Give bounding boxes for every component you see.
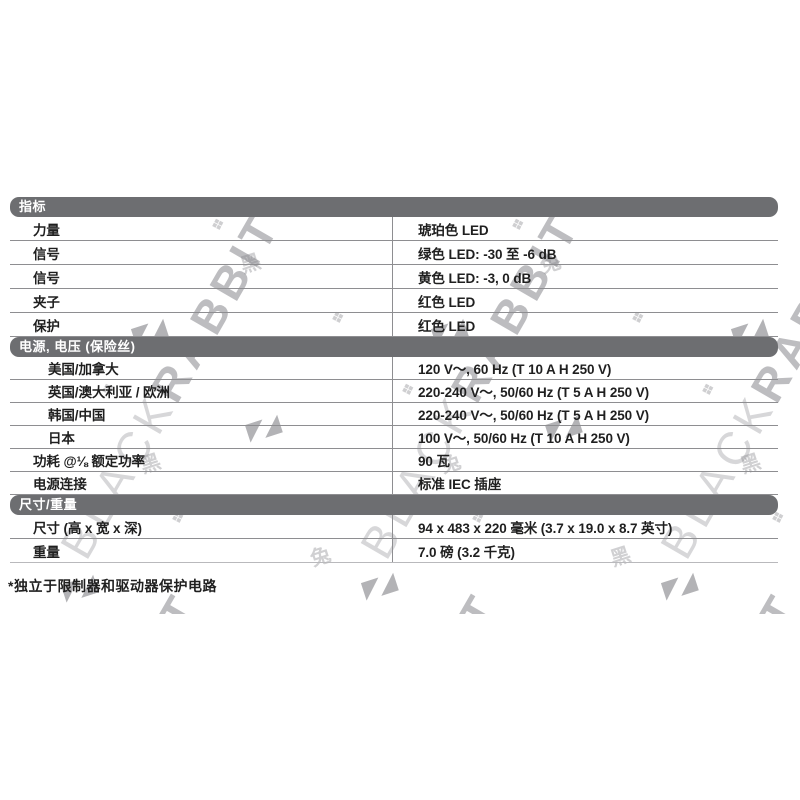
row-value: 220-240 V〜, 50/60 Hz (T 5 A H 250 V) — [392, 403, 778, 425]
row-value: 90 瓦 — [392, 449, 778, 471]
row-value: 120 V〜, 60 Hz (T 10 A H 250 V) — [392, 357, 778, 379]
watermark-logo-icon: ◤◢ — [659, 568, 697, 604]
row-label: 功耗 @⅛ 额定功率 — [33, 454, 145, 469]
row-label: 韩国/中国 — [48, 408, 106, 423]
row-label: 夹子 — [33, 294, 60, 310]
watermark-logo-icon: ◤◢ — [359, 568, 397, 604]
section-header: 指标 — [10, 197, 778, 217]
table-section: 指标 力量 琥珀色 LED 信号 绿色 LED: -30 至 -6 dB 信号 黄色 LED… — [10, 197, 778, 337]
table-row: 英国/澳大利亚 / 欧洲 220-240 V〜, 50/60 Hz (T 5 A … — [10, 380, 778, 403]
row-label: 信号 — [33, 270, 60, 286]
row-label: 保护 — [33, 318, 60, 334]
table-row: 功耗 @⅛ 额定功率 90 瓦 — [10, 449, 778, 472]
row-label: 电源连接 — [33, 477, 87, 492]
spec-table: 指标 力量 琥珀色 LED 信号 绿色 LED: -30 至 -6 dB 信号 黄色 LED… — [10, 197, 778, 563]
table-section: 电源, 电压 (保险丝) 美国/加拿大 120 V〜, 60 Hz (T 10 A … — [10, 337, 778, 495]
row-label: 力量 — [33, 222, 60, 238]
row-value: 红色 LED — [392, 313, 778, 336]
table-row: 日本 100 V〜, 50/60 Hz (T 10 A H 250 V) — [10, 426, 778, 449]
watermark-text: BLACKRABBIT — [569, 582, 800, 614]
table-row: 信号 黄色 LED: -3, 0 dB — [10, 265, 778, 289]
row-value: 黄色 LED: -3, 0 dB — [392, 265, 778, 288]
table-row: 韩国/中国 220-240 V〜, 50/60 Hz (T 5 A H 250 V… — [10, 403, 778, 426]
row-label: 重量 — [33, 544, 60, 560]
section-header: 尺寸/重量 — [10, 495, 778, 515]
table-section: 尺寸/重量尺寸 (高 x 宽 x 深) 94 x 483 x 220 毫米 (3.… — [10, 495, 778, 563]
table-row: 夹子 红色 LED — [10, 289, 778, 313]
row-label: 信号 — [33, 246, 60, 262]
footnote: *独立于限制器和驱动器保护电路 — [8, 578, 217, 594]
row-value: 绿色 LED: -30 至 -6 dB — [392, 241, 778, 264]
table-row: 保护 红色 LED — [10, 313, 778, 337]
row-label: 日本 — [48, 431, 75, 446]
row-value: 7.0 磅 (3.2 千克) — [392, 539, 778, 562]
row-value: 琥珀色 LED — [392, 217, 778, 240]
row-value: 220-240 V〜, 50/60 Hz (T 5 A H 250 V) — [392, 380, 778, 402]
table-row: 尺寸 (高 x 宽 x 深) 94 x 483 x 220 毫米 (3.7 x 1… — [10, 515, 778, 539]
table-row: 重量 7.0 磅 (3.2 千克) — [10, 539, 778, 563]
table-row: 美国/加拿大 120 V〜, 60 Hz (T 10 A H 250 V) — [10, 357, 778, 380]
row-value: 红色 LED — [392, 289, 778, 312]
row-value: 100 V〜, 50/60 Hz (T 10 A H 250 V) — [392, 426, 778, 448]
table-row: 力量 琥珀色 LED — [10, 217, 778, 241]
row-label: 美国/加拿大 — [48, 362, 119, 377]
row-value: 94 x 483 x 220 毫米 (3.7 x 19.0 x 8.7 英寸) — [392, 515, 778, 538]
row-value: 标准 IEC 插座 — [392, 472, 778, 494]
watermark-text: BLACKRABBIT — [269, 582, 511, 614]
table-row: 信号 绿色 LED: -30 至 -6 dB — [10, 241, 778, 265]
section-header: 电源, 电压 (保险丝) — [10, 337, 778, 357]
table-row: 电源连接 标准 IEC 插座 — [10, 472, 778, 495]
row-label: 英国/澳大利亚 / 欧洲 — [48, 385, 170, 400]
row-label: 尺寸 (高 x 宽 x 深) — [33, 520, 142, 536]
